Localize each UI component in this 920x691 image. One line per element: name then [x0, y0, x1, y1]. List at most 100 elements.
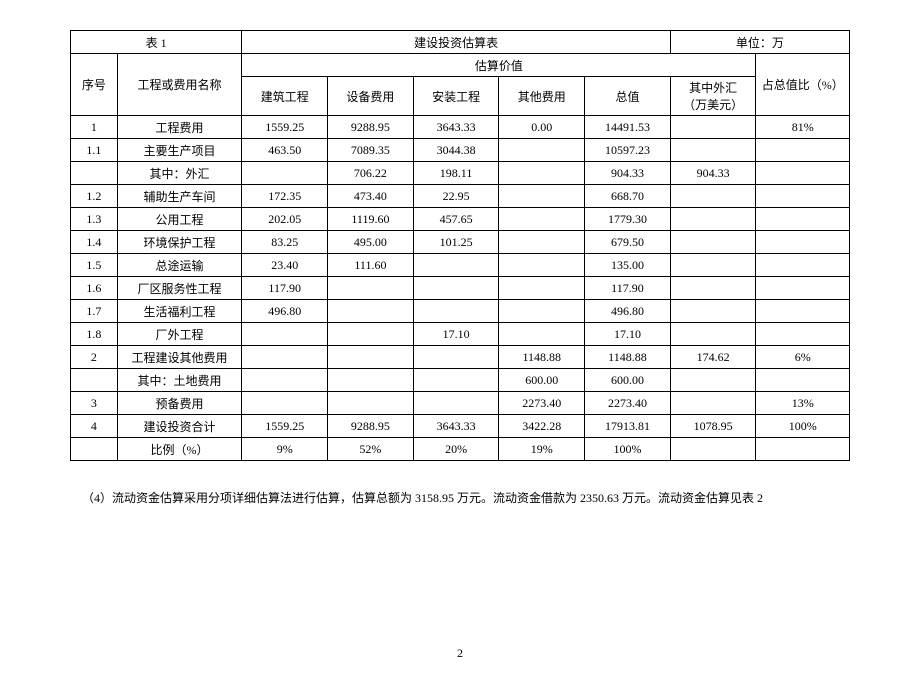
cell-c1: 202.05 — [242, 208, 328, 231]
cell-c5: 904.33 — [585, 162, 671, 185]
table-row: 其中：土地费用600.00600.00 — [71, 369, 850, 392]
investment-estimate-table: 表 1 建设投资估算表 单位：万 序号 工程或费用名称 估算价值 占总值比（%）… — [70, 30, 850, 461]
cell-c5: 14491.53 — [585, 116, 671, 139]
cell-seq — [71, 438, 118, 461]
cell-c2: 495.00 — [328, 231, 414, 254]
cell-c5: 668.70 — [585, 185, 671, 208]
cell-name: 辅助生产车间 — [117, 185, 242, 208]
cell-ratio — [756, 323, 850, 346]
cell-ratio — [756, 438, 850, 461]
cell-name: 主要生产项目 — [117, 139, 242, 162]
table-row: 2工程建设其他费用1148.881148.88174.626% — [71, 346, 850, 369]
title-row: 表 1 建设投资估算表 单位：万 — [71, 31, 850, 54]
cell-c2 — [328, 346, 414, 369]
cell-c6 — [670, 185, 756, 208]
cell-ratio: 6% — [756, 346, 850, 369]
cell-c1: 463.50 — [242, 139, 328, 162]
cell-seq — [71, 369, 118, 392]
table-row: 1.6厂区服务性工程117.90117.90 — [71, 277, 850, 300]
cell-seq: 1.3 — [71, 208, 118, 231]
cell-c6 — [670, 323, 756, 346]
cell-seq: 1.5 — [71, 254, 118, 277]
cell-c3: 17.10 — [413, 323, 499, 346]
cell-c6 — [670, 438, 756, 461]
cell-c2: 1119.60 — [328, 208, 414, 231]
cell-c6 — [670, 277, 756, 300]
cell-c4 — [499, 300, 585, 323]
cell-c2 — [328, 300, 414, 323]
cell-c1: 172.35 — [242, 185, 328, 208]
table-row: 1.1主要生产项目463.507089.353044.3810597.23 — [71, 139, 850, 162]
cell-c3: 22.95 — [413, 185, 499, 208]
cell-c4 — [499, 231, 585, 254]
cell-c4 — [499, 254, 585, 277]
cell-c3 — [413, 392, 499, 415]
cell-name: 其中：外汇 — [117, 162, 242, 185]
cell-c4 — [499, 323, 585, 346]
cell-c2: 7089.35 — [328, 139, 414, 162]
cell-c3 — [413, 254, 499, 277]
cell-c4: 1148.88 — [499, 346, 585, 369]
col-c3: 安装工程 — [413, 77, 499, 116]
cell-c6 — [670, 231, 756, 254]
cell-ratio: 81% — [756, 116, 850, 139]
cell-c5: 17.10 — [585, 323, 671, 346]
cell-seq: 1.8 — [71, 323, 118, 346]
cell-c5: 100% — [585, 438, 671, 461]
cell-c6: 1078.95 — [670, 415, 756, 438]
cell-c1: 83.25 — [242, 231, 328, 254]
cell-c4 — [499, 208, 585, 231]
cell-c6 — [670, 300, 756, 323]
cell-seq: 3 — [71, 392, 118, 415]
cell-name: 预备费用 — [117, 392, 242, 415]
table-title-center: 建设投资估算表 — [242, 31, 670, 54]
cell-seq: 2 — [71, 346, 118, 369]
col-c6a: 其中外汇 — [675, 79, 752, 96]
cell-c6 — [670, 116, 756, 139]
cell-c4 — [499, 277, 585, 300]
cell-c1: 117.90 — [242, 277, 328, 300]
cell-c5: 17913.81 — [585, 415, 671, 438]
page-number: 2 — [70, 646, 850, 661]
table-title-left: 表 1 — [71, 31, 242, 54]
cell-name: 工程建设其他费用 — [117, 346, 242, 369]
cell-seq: 1.6 — [71, 277, 118, 300]
cell-ratio: 100% — [756, 415, 850, 438]
cell-c2 — [328, 277, 414, 300]
header-row-1: 序号 工程或费用名称 估算价值 占总值比（%） — [71, 54, 850, 77]
col-estimate: 估算价值 — [242, 54, 756, 77]
cell-ratio — [756, 300, 850, 323]
col-c4: 其他费用 — [499, 77, 585, 116]
cell-seq: 4 — [71, 415, 118, 438]
cell-name: 其中：土地费用 — [117, 369, 242, 392]
cell-c1: 9% — [242, 438, 328, 461]
cell-c3: 3643.33 — [413, 116, 499, 139]
cell-c4: 3422.28 — [499, 415, 585, 438]
table-row: 1.8厂外工程17.1017.10 — [71, 323, 850, 346]
cell-c4: 600.00 — [499, 369, 585, 392]
cell-c6 — [670, 139, 756, 162]
table-row: 1.3公用工程202.051119.60457.651779.30 — [71, 208, 850, 231]
cell-c5: 135.00 — [585, 254, 671, 277]
cell-c5: 1779.30 — [585, 208, 671, 231]
cell-name: 建设投资合计 — [117, 415, 242, 438]
table-row: 比例（%）9%52%20%19%100% — [71, 438, 850, 461]
cell-name: 公用工程 — [117, 208, 242, 231]
cell-c5: 117.90 — [585, 277, 671, 300]
table-row: 1.4环境保护工程83.25495.00101.25679.50 — [71, 231, 850, 254]
table-row: 1工程费用1559.259288.953643.330.0014491.5381… — [71, 116, 850, 139]
cell-c3: 198.11 — [413, 162, 499, 185]
cell-c5: 1148.88 — [585, 346, 671, 369]
cell-c4: 19% — [499, 438, 585, 461]
cell-seq: 1.7 — [71, 300, 118, 323]
cell-c1 — [242, 346, 328, 369]
cell-c3: 3044.38 — [413, 139, 499, 162]
cell-c6: 904.33 — [670, 162, 756, 185]
col-c1: 建筑工程 — [242, 77, 328, 116]
cell-c2: 473.40 — [328, 185, 414, 208]
table-row: 1.7生活福利工程496.80496.80 — [71, 300, 850, 323]
cell-ratio — [756, 231, 850, 254]
cell-c4 — [499, 185, 585, 208]
cell-c2: 706.22 — [328, 162, 414, 185]
cell-seq: 1 — [71, 116, 118, 139]
